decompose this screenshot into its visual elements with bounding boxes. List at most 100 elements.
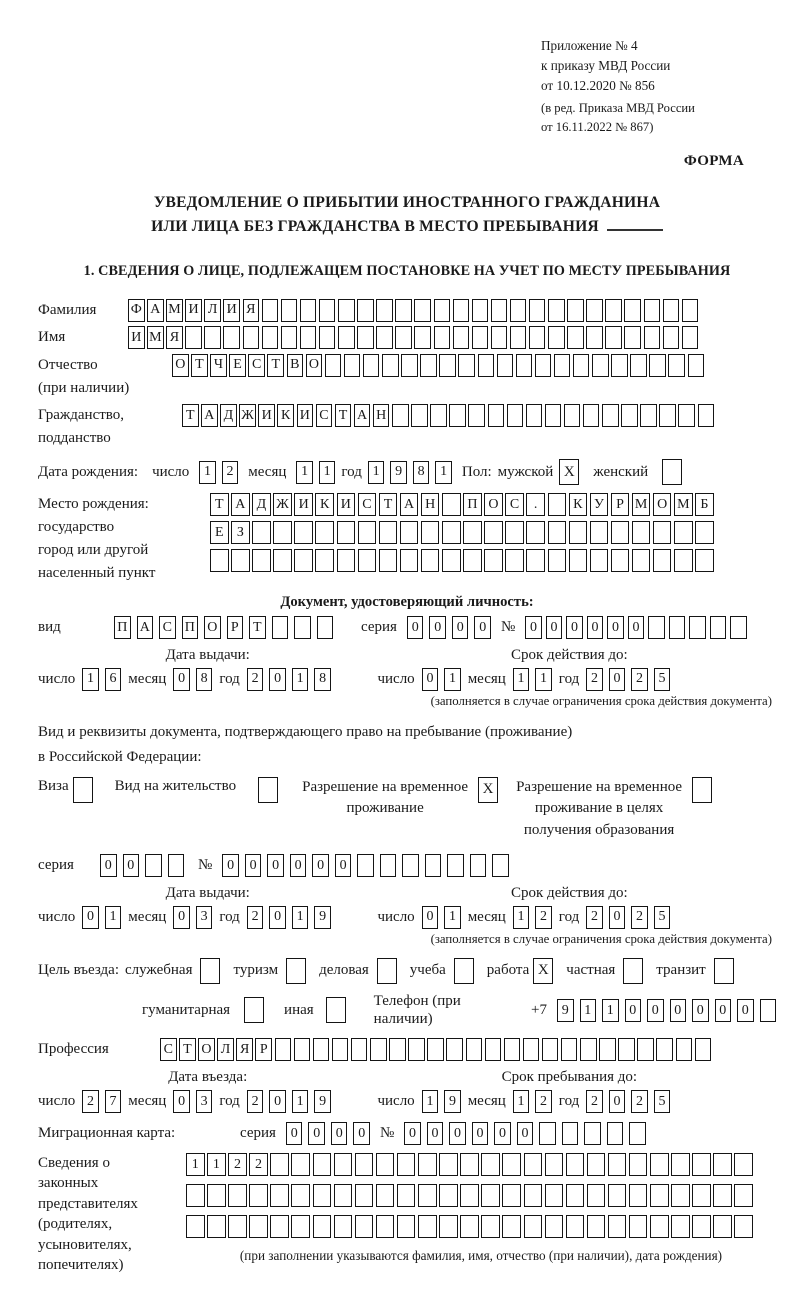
month-label: месяц: [467, 908, 506, 925]
char-box: 1: [602, 998, 619, 1022]
char-box: [649, 353, 666, 377]
title-blank-underline: [606, 215, 663, 231]
appendix-line-3: от 10.12.2020 № 856: [541, 77, 655, 93]
char-box: [291, 1183, 310, 1207]
edu-permit-option: Разрешение на временное проживание в цел…: [516, 776, 713, 842]
char-box: 0: [624, 998, 641, 1022]
char-box: [534, 353, 552, 377]
char-box: [186, 1183, 205, 1207]
month-label: месяц: [467, 1093, 506, 1110]
residence-valid-heading: Срок действия до:: [511, 884, 628, 901]
form-title-line-1: УВЕДОМЛЕНИЕ О ПРИБЫТИИ ИНОСТРАННОГО ГРАЖ…: [153, 193, 661, 211]
char-box: Л: [217, 1038, 234, 1062]
char-box: И: [128, 326, 145, 350]
char-box: 6: [104, 667, 122, 691]
char-box: Б: [695, 493, 714, 517]
appendix-line-1: Приложение № 4: [541, 38, 638, 53]
char-box: [420, 353, 437, 377]
purpose-humanitarian-checkbox: [244, 997, 265, 1024]
char-box: 1: [291, 905, 309, 929]
birth-month-label: месяц: [248, 463, 287, 480]
char-box: [526, 521, 545, 545]
char-box: [396, 1183, 416, 1207]
char-box: [481, 1152, 500, 1176]
char-box: А: [201, 404, 218, 428]
char-box: [568, 521, 588, 545]
char-box: У: [589, 493, 609, 517]
char-box: 0: [566, 615, 583, 639]
char-box: 7: [104, 1089, 122, 1113]
char-box: [668, 615, 686, 639]
char-box: [449, 404, 466, 428]
char-box: [357, 326, 374, 350]
char-box: [399, 521, 419, 545]
char-box: 0: [451, 615, 469, 639]
char-box: [582, 404, 600, 428]
char-box: [650, 1183, 669, 1207]
char-box: [523, 1214, 542, 1238]
char-box: [471, 326, 489, 350]
char-box: [692, 1152, 711, 1176]
char-box: [502, 1183, 521, 1207]
sex-female-checkbox: [662, 459, 683, 486]
identity-valid-heading: Срок действия до:: [511, 646, 628, 663]
char-box: 1: [512, 1089, 530, 1113]
appendix-block: Приложение № 4 к приказу МВД России от 1…: [541, 36, 776, 136]
char-box: 0: [173, 667, 190, 691]
char-box: [362, 353, 380, 377]
char-box: 0: [627, 615, 645, 639]
char-box: [376, 326, 393, 350]
char-box: [299, 298, 317, 322]
char-box: [509, 326, 527, 350]
char-box: [460, 1214, 479, 1238]
char-box: [713, 1183, 732, 1207]
char-box: [167, 853, 184, 877]
char-box: 0: [545, 615, 563, 639]
char-box: 0: [289, 853, 307, 877]
char-box: [599, 1038, 616, 1062]
char-box: [294, 521, 313, 545]
char-box: 1: [207, 1152, 226, 1176]
char-box: 5: [653, 1089, 671, 1113]
char-box: [541, 1038, 559, 1062]
char-box: М: [631, 493, 651, 517]
char-box: 1: [512, 905, 530, 929]
char-box: [411, 404, 428, 428]
char-box: [730, 615, 747, 639]
char-box: [681, 298, 699, 322]
char-box: [293, 1038, 311, 1062]
char-box: [481, 1214, 500, 1238]
char-box: О: [204, 615, 221, 639]
char-box: [503, 1038, 521, 1062]
char-box: [671, 1214, 690, 1238]
char-box: [375, 1183, 395, 1207]
char-box: [228, 1214, 247, 1238]
representatives-row: Сведения о законных представителях (роди…: [38, 1152, 776, 1276]
citizenship-label: Гражданство, подданство: [38, 407, 125, 447]
char-box: 0: [471, 1121, 489, 1145]
form-title: УВЕДОМЛЕНИЕ О ПРИБЫТИИ ИНОСТРАННОГО ГРАЖ…: [38, 191, 776, 239]
char-box: [515, 353, 533, 377]
representatives-label-2: законных: [38, 1175, 99, 1192]
char-box: [357, 521, 377, 545]
char-box: [561, 1121, 579, 1145]
char-box: [395, 326, 412, 350]
char-box: [502, 1214, 521, 1238]
char-box: [631, 549, 651, 573]
char-box: [439, 1214, 458, 1238]
char-box: 1: [296, 460, 313, 484]
char-box: С: [159, 615, 176, 639]
char-box: Ж: [273, 493, 292, 517]
char-box: [402, 853, 419, 877]
